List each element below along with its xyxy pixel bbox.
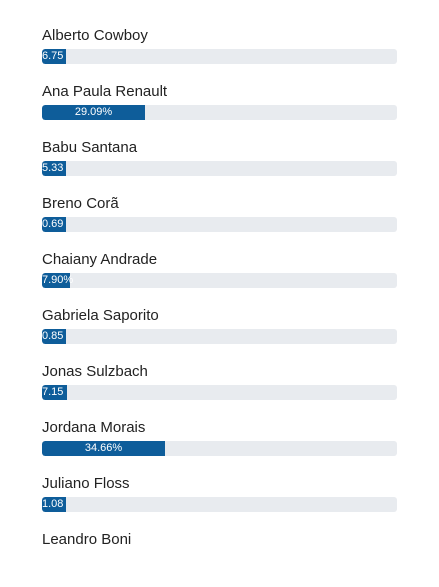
candidate-name: Jonas Sulzbach xyxy=(42,363,148,380)
bar-fill: 7.90% xyxy=(42,273,74,288)
candidate-name: Leandro Boni xyxy=(42,531,132,548)
bar-fill: 5.33 xyxy=(42,161,66,176)
percentage-label: 7.90% xyxy=(42,274,74,286)
bar-track: 29.09% xyxy=(42,105,397,120)
bar-fill: 6.75 xyxy=(42,49,66,64)
candidate-name: Alberto Cowboy xyxy=(42,27,148,44)
result-row: Jonas Sulzbach 7.15 xyxy=(42,363,397,419)
poll-results-list: Alberto Cowboy 6.75 Ana Paula Renault 29.09… xyxy=(42,27,397,587)
result-row: Juliano Floss 1.08 xyxy=(42,475,397,531)
bar-track: 1.08 xyxy=(42,497,397,512)
candidate-name: Juliano Floss xyxy=(42,475,130,492)
bar-fill: 34.66% xyxy=(42,441,165,456)
percentage-label: 6.75 xyxy=(42,50,64,62)
result-row: Alberto Cowboy 6.75 xyxy=(42,27,397,83)
candidate-name: Breno Corã xyxy=(42,195,119,212)
percentage-label: 34.66% xyxy=(84,442,123,454)
result-row: Breno Corã 0.69 xyxy=(42,195,397,251)
candidate-name: Chaiany Andrade xyxy=(42,251,158,268)
percentage-label: 0.85 xyxy=(42,330,64,342)
bar-fill: 0.85 xyxy=(42,329,66,344)
bar-fill: 1.08 xyxy=(42,497,66,512)
bar-fill: 0.69 xyxy=(42,217,66,232)
bar-track: 34.66% xyxy=(42,441,397,456)
percentage-label: 29.09% xyxy=(74,106,113,118)
bar-track: 7.90% xyxy=(42,273,397,288)
bar-track: 0.69 xyxy=(42,217,397,232)
bar-fill: 7.15 xyxy=(42,385,67,400)
bar-track: 5.33 xyxy=(42,161,397,176)
candidate-name: Babu Santana xyxy=(42,139,138,156)
result-row: Chaiany Andrade 7.90% xyxy=(42,251,397,307)
result-row: Jordana Morais 34.66% xyxy=(42,419,397,475)
candidate-name: Gabriela Saporito xyxy=(42,307,159,324)
result-row: Gabriela Saporito 0.85 xyxy=(42,307,397,363)
candidate-name: Jordana Morais xyxy=(42,419,146,436)
result-row: Leandro Boni xyxy=(42,531,397,587)
candidate-name: Ana Paula Renault xyxy=(42,83,168,100)
result-row: Babu Santana 5.33 xyxy=(42,139,397,195)
bar-track: 0.85 xyxy=(42,329,397,344)
percentage-label: 0.69 xyxy=(42,218,64,230)
bar-fill: 29.09% xyxy=(42,105,145,120)
percentage-label: 1.08 xyxy=(42,498,64,510)
bar-track: 7.15 xyxy=(42,385,397,400)
bar-track: 6.75 xyxy=(42,49,397,64)
percentage-label: 5.33 xyxy=(42,162,64,174)
percentage-label: 7.15 xyxy=(42,386,64,398)
result-row: Ana Paula Renault 29.09% xyxy=(42,83,397,139)
